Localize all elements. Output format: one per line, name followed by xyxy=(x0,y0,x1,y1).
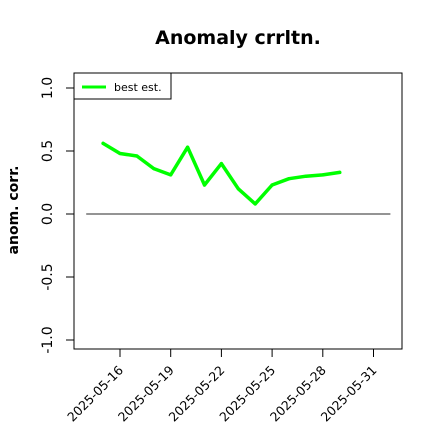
data-point xyxy=(270,183,274,187)
y-tick-label: -0.5 xyxy=(40,263,56,290)
data-point xyxy=(202,183,207,187)
series-layer xyxy=(101,141,342,206)
data-point xyxy=(118,151,122,156)
x-axis: 2025-05-162025-05-192025-05-222025-05-25… xyxy=(64,349,380,424)
series-line-best-est xyxy=(101,141,342,206)
y-axis-label: anom. corr. xyxy=(6,166,22,255)
plot-area xyxy=(73,72,403,350)
data-point xyxy=(152,167,156,171)
legend-label-best-est: best est. xyxy=(114,81,162,94)
data-point xyxy=(287,177,291,181)
y-tick-label: 0.5 xyxy=(40,140,56,162)
chart-title: Anomaly crrltn. xyxy=(155,27,321,49)
legend: best est. xyxy=(73,72,172,100)
data-point xyxy=(236,187,240,191)
data-point xyxy=(135,154,139,158)
y-tick-label: 1.0 xyxy=(40,77,56,99)
data-point xyxy=(304,174,308,178)
data-point xyxy=(101,141,105,145)
data-point xyxy=(338,170,342,174)
data-point xyxy=(219,162,223,166)
data-point xyxy=(186,145,190,149)
data-point xyxy=(321,173,325,177)
data-point xyxy=(253,202,257,206)
y-axis: -1.0 -0.5 0.0 0.5 1.0 xyxy=(40,77,74,354)
data-point xyxy=(169,173,173,177)
y-tick-label: -1.0 xyxy=(40,326,56,353)
y-tick-label: 0.0 xyxy=(40,203,56,225)
